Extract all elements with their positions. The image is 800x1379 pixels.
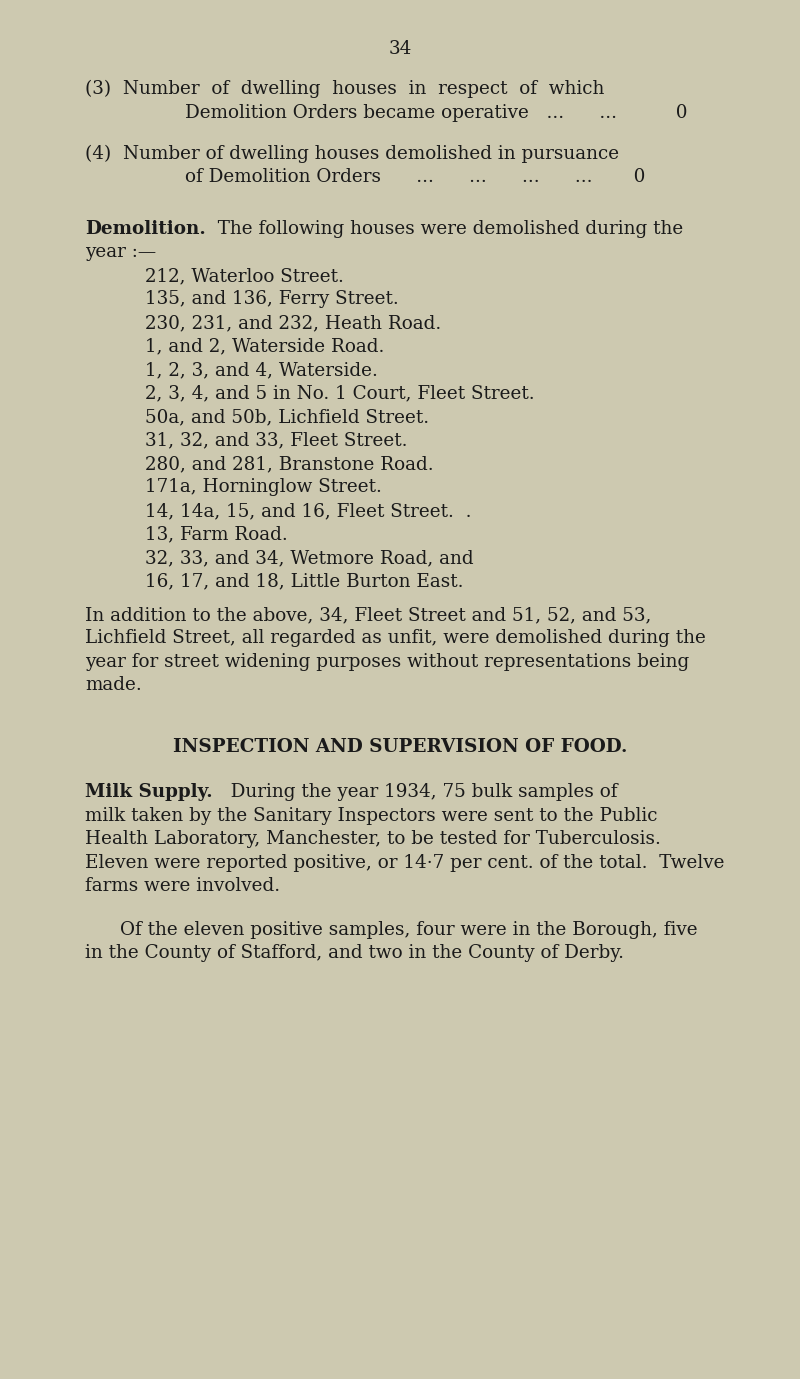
Text: made.: made. [85, 677, 142, 695]
Text: year :—: year :— [85, 244, 156, 262]
Text: INSPECTION AND SUPERVISION OF FOOD.: INSPECTION AND SUPERVISION OF FOOD. [173, 738, 627, 756]
Text: Of the eleven positive samples, four were in the Borough, five: Of the eleven positive samples, four wer… [120, 921, 698, 939]
Text: milk taken by the Sanitary Inspectors were sent to the Public: milk taken by the Sanitary Inspectors we… [85, 807, 658, 825]
Text: Demolition.: Demolition. [85, 221, 206, 239]
Text: in the County of Stafford, and two in the County of Derby.: in the County of Stafford, and two in th… [85, 945, 624, 963]
Text: The following houses were demolished during the: The following houses were demolished dur… [206, 221, 683, 239]
Text: 13, Farm Road.: 13, Farm Road. [145, 525, 288, 543]
Text: Lichfield Street, all regarded as unfit, were demolished during the: Lichfield Street, all regarded as unfit,… [85, 629, 706, 648]
Text: 1, and 2, Waterside Road.: 1, and 2, Waterside Road. [145, 338, 384, 356]
Text: farms were involved.: farms were involved. [85, 877, 280, 895]
Text: 2, 3, 4, and 5 in No. 1 Court, Fleet Street.: 2, 3, 4, and 5 in No. 1 Court, Fleet Str… [145, 385, 534, 403]
Text: (4)  Number of dwelling houses demolished in pursuance: (4) Number of dwelling houses demolished… [85, 145, 619, 163]
Text: 212, Waterloo Street.: 212, Waterloo Street. [145, 268, 344, 285]
Text: (3)  Number  of  dwelling  houses  in  respect  of  which: (3) Number of dwelling houses in respect… [85, 80, 604, 98]
Text: 34: 34 [388, 40, 412, 58]
Text: In addition to the above, 34, Fleet Street and 51, 52, and 53,: In addition to the above, 34, Fleet Stre… [85, 605, 651, 625]
Text: 171a, Horninglow Street.: 171a, Horninglow Street. [145, 479, 382, 496]
Text: 14, 14a, 15, and 16, Fleet Street.  .: 14, 14a, 15, and 16, Fleet Street. . [145, 502, 471, 520]
Text: Health Laboratory, Manchester, to be tested for Tuberculosis.: Health Laboratory, Manchester, to be tes… [85, 830, 661, 848]
Text: 135, and 136, Ferry Street.: 135, and 136, Ferry Street. [145, 291, 398, 309]
Text: 16, 17, and 18, Little Burton East.: 16, 17, and 18, Little Burton East. [145, 572, 463, 590]
Text: 31, 32, and 33, Fleet Street.: 31, 32, and 33, Fleet Street. [145, 432, 407, 450]
Text: Eleven were reported positive, or 14·7 per cent. of the total.  Twelve: Eleven were reported positive, or 14·7 p… [85, 854, 725, 872]
Text: Milk Supply.: Milk Supply. [85, 783, 213, 801]
Text: Demolition Orders became operative   ...      ...          0: Demolition Orders became operative ... .… [185, 103, 687, 121]
Text: 50a, and 50b, Lichfield Street.: 50a, and 50b, Lichfield Street. [145, 408, 429, 426]
Text: 230, 231, and 232, Heath Road.: 230, 231, and 232, Heath Road. [145, 314, 442, 332]
Text: 280, and 281, Branstone Road.: 280, and 281, Branstone Road. [145, 455, 434, 473]
Text: year for street widening purposes without representations being: year for street widening purposes withou… [85, 654, 690, 672]
Text: 1, 2, 3, and 4, Waterside.: 1, 2, 3, and 4, Waterside. [145, 361, 378, 379]
Text: During the year 1934, 75 bulk samples of: During the year 1934, 75 bulk samples of [213, 783, 617, 801]
Text: 32, 33, and 34, Wetmore Road, and: 32, 33, and 34, Wetmore Road, and [145, 549, 474, 567]
Text: of Demolition Orders      ...      ...      ...      ...       0: of Demolition Orders ... ... ... ... 0 [185, 168, 646, 186]
